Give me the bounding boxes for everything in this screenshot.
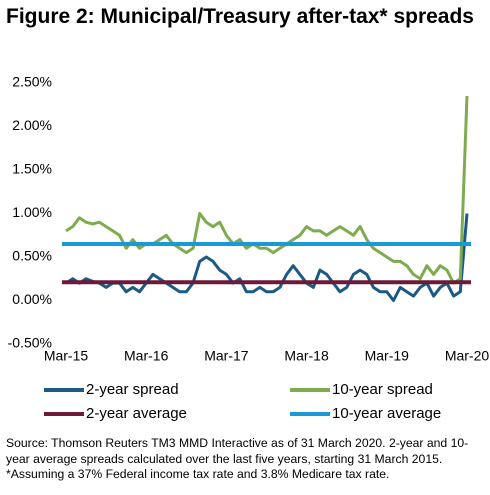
y-tick-label: 2.00% (12, 117, 52, 133)
y-tick-label: 1.00% (12, 204, 52, 220)
legend-label: 2-year average (86, 405, 187, 422)
y-tick-label: 2.50% (12, 74, 52, 90)
legend-label: 2-year spread (86, 381, 179, 398)
y-tick-label: 0.00% (12, 291, 52, 307)
chart-title: Figure 2: Municipal/Treasury after-tax* … (6, 5, 474, 28)
x-tick-label: Mar-19 (365, 348, 410, 364)
series-line (65, 95, 469, 285)
x-tick-label: Mar-20 (445, 348, 490, 364)
y-tick-label: -0.50% (8, 335, 52, 351)
y-tick-label: 0.50% (12, 248, 52, 264)
x-tick-label: Mar-16 (124, 348, 169, 364)
x-tick-label: Mar-15 (44, 348, 89, 364)
notes: Source: Thomson Reuters TM3 MMD Interact… (6, 436, 484, 483)
x-tick-label: Mar-17 (204, 348, 249, 364)
footnote: *Assuming a 37% Federal income tax rate … (6, 467, 390, 481)
chart: -0.50% 0.00% 0.50% 1.00% 1.50% 2.00% 2.50% Mar-… (8, 74, 490, 422)
x-tick-label: Mar-18 (284, 348, 329, 364)
legend-label: 10-year spread (332, 381, 433, 398)
series-line (65, 213, 469, 302)
source-note: Source: Thomson Reuters TM3 MMD Interact… (6, 436, 469, 466)
legend-label: 10-year average (332, 405, 441, 422)
y-tick-label: 1.50% (12, 161, 52, 177)
